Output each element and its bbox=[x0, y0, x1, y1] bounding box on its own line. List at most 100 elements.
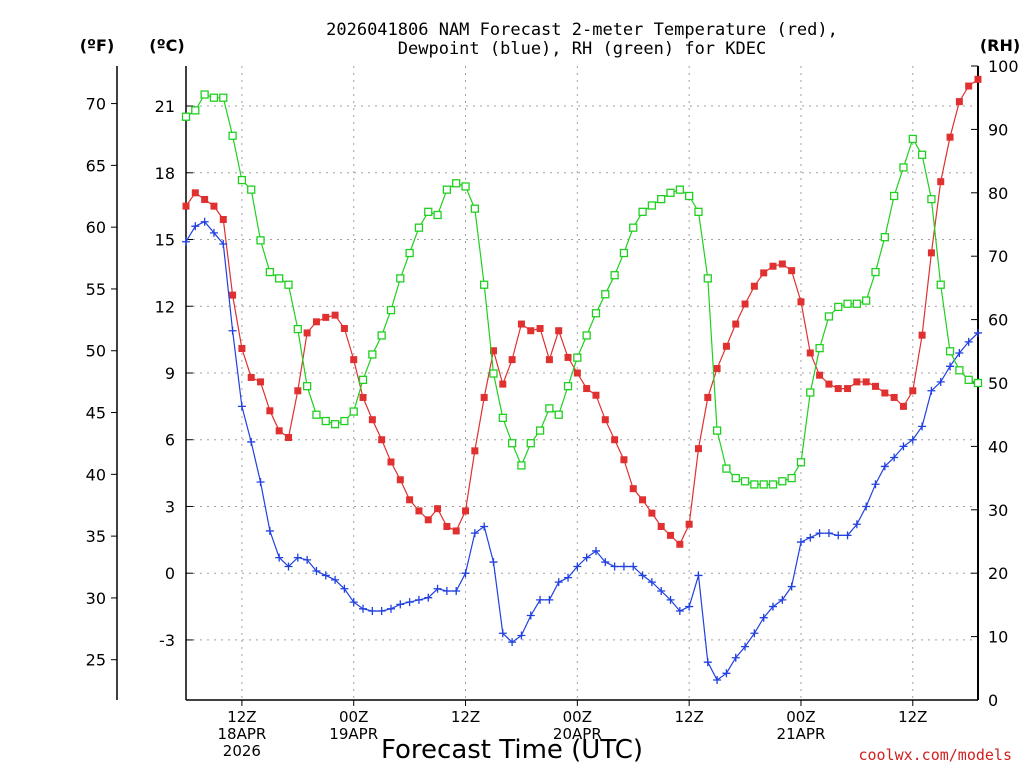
dewpoint-point bbox=[871, 480, 880, 489]
rh-point bbox=[442, 185, 452, 194]
rh-tick-label: 20 bbox=[988, 564, 1008, 583]
dewpoint-point bbox=[769, 602, 778, 611]
dewpoint-point bbox=[918, 422, 927, 431]
rh-point bbox=[666, 188, 675, 197]
fahrenheit-tick-label: 60 bbox=[86, 218, 106, 237]
rh-tick-label: 60 bbox=[988, 311, 1008, 330]
dewpoint-point bbox=[899, 442, 908, 451]
temperature-point bbox=[359, 393, 367, 401]
temperature-point bbox=[499, 380, 507, 388]
temperature-point bbox=[704, 393, 712, 401]
rh-point bbox=[563, 382, 573, 391]
fahrenheit-unit-label: (ºF) bbox=[80, 36, 115, 55]
temperature-point bbox=[406, 496, 414, 504]
dewpoint-point bbox=[489, 558, 498, 567]
rh-point bbox=[489, 369, 498, 378]
rh-point bbox=[768, 480, 778, 489]
temperature-point bbox=[545, 356, 553, 364]
temperature-point bbox=[508, 356, 516, 364]
temperature-point bbox=[937, 178, 945, 186]
temperature-point bbox=[872, 382, 880, 390]
rh-point bbox=[284, 280, 293, 289]
temperature-point bbox=[629, 485, 637, 493]
dewpoint-point bbox=[470, 529, 479, 538]
x-tick-label: 00Z bbox=[563, 708, 592, 726]
dewpoint-point bbox=[880, 462, 889, 471]
rh-point bbox=[554, 410, 563, 419]
dewpoint-point bbox=[703, 658, 712, 667]
x-tick-label: 12Z bbox=[898, 708, 927, 726]
temperature-point bbox=[201, 195, 209, 203]
fahrenheit-tick-label: 70 bbox=[86, 95, 106, 114]
rh-point bbox=[750, 480, 759, 489]
rh-tick-label: 100 bbox=[988, 57, 1019, 76]
dewpoint-point bbox=[824, 529, 833, 538]
dewpoint-point bbox=[359, 604, 368, 613]
temperature-point bbox=[965, 82, 973, 90]
dewpoint-point bbox=[396, 600, 405, 609]
dewpoint-series-line bbox=[185, 220, 979, 681]
rh-point bbox=[340, 416, 349, 426]
temperature-point bbox=[974, 75, 982, 83]
rh-point bbox=[834, 302, 843, 312]
dewpoint-point bbox=[414, 595, 423, 604]
y-tick-labels: 211815129630-370656055504540353025100908… bbox=[86, 57, 1019, 710]
dewpoint-point bbox=[787, 582, 796, 591]
temperature-point bbox=[564, 353, 572, 361]
temperature-point bbox=[955, 98, 963, 106]
celsius-tick-label: 3 bbox=[165, 497, 175, 516]
temperature-point bbox=[462, 507, 470, 515]
dewpoint-point bbox=[526, 611, 535, 620]
rh-point bbox=[480, 280, 489, 289]
dewpoint-point bbox=[498, 629, 507, 638]
temperature-point bbox=[769, 262, 777, 270]
fahrenheit-tick-label: 50 bbox=[86, 342, 106, 361]
credit-link[interactable]: coolwx.com/models bbox=[858, 746, 1012, 764]
celsius-tick-label: 0 bbox=[165, 564, 175, 583]
rh-point bbox=[498, 413, 507, 423]
temperature-point bbox=[816, 371, 824, 379]
rh-unit-label: (RH) bbox=[980, 36, 1020, 55]
rh-point bbox=[899, 163, 908, 172]
rh-point bbox=[685, 191, 694, 201]
rh-tick-label: 0 bbox=[988, 691, 998, 710]
temperature-point bbox=[275, 427, 283, 435]
x-tick-label: 20APR bbox=[553, 725, 602, 743]
fahrenheit-tick-label: 25 bbox=[86, 651, 106, 670]
dewpoint-point bbox=[461, 569, 470, 578]
dewpoint-point bbox=[834, 531, 843, 540]
x-axis-label: Forecast Time (UTC) bbox=[381, 735, 643, 765]
dewpoint-point bbox=[694, 571, 703, 580]
dewpoint-point bbox=[256, 477, 265, 486]
rh-point bbox=[610, 271, 619, 280]
rh-point bbox=[973, 378, 983, 388]
dewpoint-point bbox=[312, 566, 321, 575]
celsius-tick-label: 12 bbox=[155, 297, 175, 316]
temperature-point bbox=[927, 249, 935, 257]
rh-point bbox=[517, 461, 526, 470]
dewpoint-point bbox=[564, 573, 573, 582]
dewpoint-point bbox=[182, 237, 190, 246]
rh-point bbox=[321, 416, 330, 426]
x-tick-label: 12Z bbox=[674, 708, 703, 726]
temperature-point bbox=[191, 189, 199, 197]
dewpoint-point bbox=[517, 631, 526, 640]
temperature-point bbox=[639, 496, 647, 504]
temperature-point bbox=[229, 291, 237, 299]
rh-point bbox=[275, 274, 284, 283]
temperature-point bbox=[443, 522, 451, 530]
dewpoint-point bbox=[890, 453, 899, 462]
temperature-point bbox=[331, 311, 339, 319]
rh-point bbox=[908, 134, 917, 144]
fahrenheit-tick-label: 65 bbox=[86, 156, 106, 175]
rh-tick-label: 90 bbox=[988, 120, 1008, 139]
x-tick-label: 00Z bbox=[786, 708, 815, 726]
dewpoint-point bbox=[722, 669, 731, 678]
rh-point bbox=[209, 93, 219, 102]
temperature-point bbox=[182, 202, 190, 210]
rh-point bbox=[638, 207, 647, 216]
temperature-point bbox=[853, 378, 861, 386]
temperature-point bbox=[676, 540, 684, 548]
rh-tick-label: 30 bbox=[988, 501, 1008, 520]
fahrenheit-tick-label: 30 bbox=[86, 589, 106, 608]
